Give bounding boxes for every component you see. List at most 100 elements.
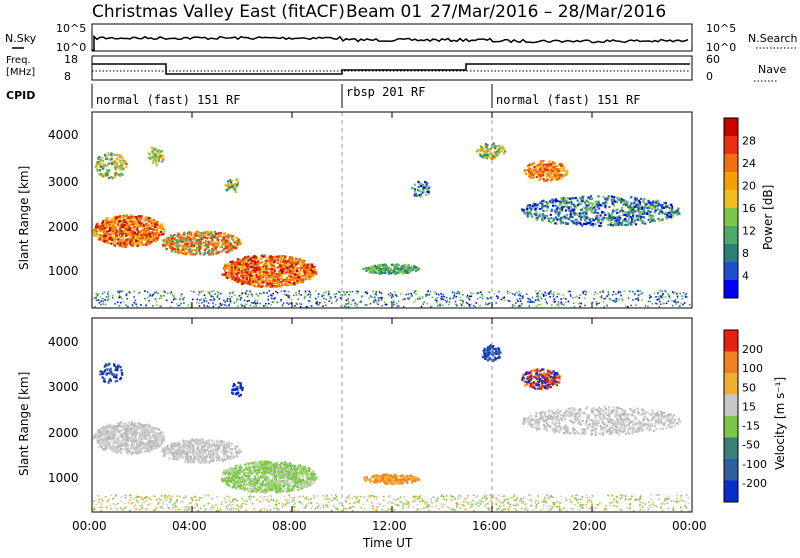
- data-cell: [618, 219, 620, 221]
- data-cell: [110, 242, 112, 244]
- data-cell: [224, 233, 226, 235]
- data-cell: [157, 221, 159, 223]
- data-cell: [570, 294, 572, 296]
- data-cell: [611, 195, 613, 197]
- data-cell: [419, 298, 421, 300]
- data-cell: [147, 291, 149, 293]
- data-cell: [568, 301, 570, 303]
- data-cell: [655, 296, 657, 298]
- data-cell: [532, 202, 534, 204]
- data-cell: [115, 153, 117, 155]
- data-cell: [144, 290, 146, 292]
- data-cell: [154, 148, 156, 150]
- data-cell: [227, 274, 229, 276]
- nsky-panel: N.Sky 10^5 10^0 10^5 10^0 N.Search: [5, 22, 798, 54]
- data-cell: [154, 226, 156, 228]
- data-cell: [177, 236, 179, 238]
- data-cell: [262, 275, 264, 277]
- data-cell: [414, 188, 416, 190]
- data-cell: [430, 291, 432, 293]
- data-cell: [481, 146, 483, 148]
- data-cell: [554, 210, 556, 212]
- data-cell: [123, 220, 125, 222]
- data-cell: [651, 208, 653, 210]
- data-cell: [460, 297, 462, 299]
- data-cell: [530, 300, 532, 302]
- data-cell: [165, 244, 167, 246]
- data-cell: [379, 291, 381, 293]
- data-cell: [541, 200, 543, 202]
- data-cell: [537, 296, 539, 298]
- data-cell: [134, 229, 136, 231]
- data-cell: [587, 196, 589, 198]
- data-cell: [108, 295, 110, 297]
- data-cell: [633, 221, 635, 223]
- data-cell: [441, 296, 443, 298]
- data-cell: [436, 302, 438, 304]
- data-cell: [198, 294, 200, 296]
- data-cell: [117, 301, 119, 303]
- data-cell: [541, 293, 543, 295]
- data-cell: [208, 302, 210, 304]
- data-cell: [535, 211, 537, 213]
- data-cell: [99, 169, 101, 171]
- data-cell: [616, 209, 618, 211]
- data-cell: [246, 290, 248, 292]
- data-cell: [245, 263, 247, 265]
- data-cell: [266, 282, 268, 284]
- data-cell: [254, 260, 256, 262]
- data-cell: [113, 240, 115, 242]
- data-cell: [673, 211, 675, 213]
- data-cell: [222, 274, 224, 276]
- data-cell: [296, 268, 298, 270]
- data-cell: [284, 273, 286, 275]
- data-cell: [544, 292, 546, 294]
- data-cell: [638, 294, 640, 296]
- data-cell: [245, 272, 247, 274]
- data-cell: [585, 200, 587, 202]
- data-cell: [153, 223, 155, 225]
- data-cell: [114, 167, 116, 169]
- data-cell: [550, 221, 552, 223]
- velocity-panel: Slant Range [km] 4000 3000 2000 1000 200…: [17, 318, 787, 512]
- data-cell: [114, 303, 116, 305]
- data-cell: [252, 271, 254, 273]
- data-cell: [128, 219, 130, 221]
- data-cell: [248, 272, 250, 274]
- data-cell: [594, 223, 596, 225]
- data-cell: [266, 271, 268, 273]
- data-cell: [186, 236, 188, 238]
- data-cell: [164, 239, 166, 241]
- data-cell: [624, 218, 626, 220]
- data-cell: [585, 294, 587, 296]
- data-cell: [105, 158, 107, 160]
- data-cell: [184, 245, 186, 247]
- data-cell: [620, 295, 622, 297]
- data-cell: [291, 264, 293, 266]
- data-cell: [131, 217, 133, 219]
- data-cell: [536, 293, 538, 295]
- data-cell: [426, 188, 428, 190]
- data-cell: [225, 239, 227, 241]
- data-cell: [259, 293, 261, 295]
- data-cell: [348, 294, 350, 296]
- data-cell: [542, 174, 544, 176]
- data-cell: [533, 176, 535, 178]
- data-cell: [551, 199, 553, 201]
- data-cell: [415, 195, 417, 197]
- data-cell: [425, 194, 427, 196]
- data-cell: [152, 305, 154, 307]
- data-cell: [110, 226, 112, 228]
- data-cell: [628, 211, 630, 213]
- data-cell: [568, 207, 570, 209]
- data-cell: [268, 303, 270, 305]
- data-cell: [266, 292, 268, 294]
- data-cell: [254, 285, 256, 287]
- data-cell: [205, 247, 207, 249]
- data-cell: [308, 291, 310, 293]
- data-cell: [622, 204, 624, 206]
- data-cell: [493, 143, 495, 145]
- data-cell: [583, 215, 585, 217]
- data-cell: [581, 200, 583, 202]
- data-cell: [244, 275, 246, 277]
